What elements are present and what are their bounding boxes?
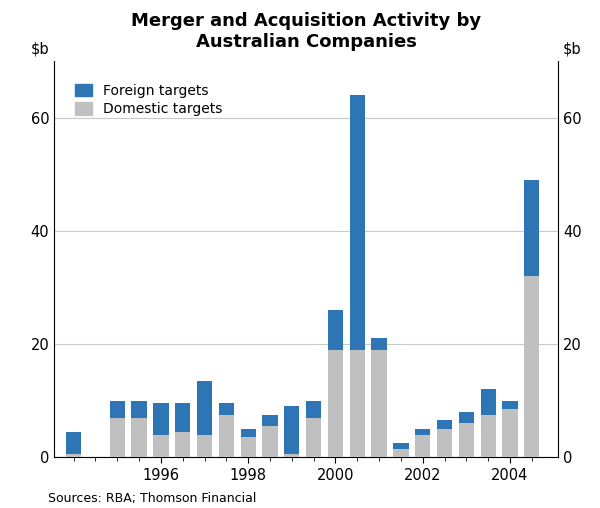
Title: Merger and Acquisition Activity by
Australian Companies: Merger and Acquisition Activity by Austr…	[131, 12, 481, 51]
Bar	[502, 401, 518, 409]
Bar	[306, 401, 321, 418]
Bar	[415, 429, 430, 434]
Bar	[459, 412, 474, 423]
Bar	[306, 418, 321, 457]
Bar	[393, 449, 409, 457]
Bar	[481, 389, 496, 415]
Bar	[459, 423, 474, 457]
Text: Sources: RBA; Thomson Financial: Sources: RBA; Thomson Financial	[48, 492, 256, 505]
Bar	[284, 454, 299, 457]
Bar	[66, 454, 81, 457]
Text: $b: $b	[563, 42, 581, 57]
Bar	[153, 434, 169, 457]
Bar	[110, 401, 125, 418]
Bar	[328, 310, 343, 350]
Bar	[524, 276, 539, 457]
Legend: Foreign targets, Domestic targets: Foreign targets, Domestic targets	[71, 80, 227, 120]
Bar	[262, 426, 278, 457]
Bar	[175, 403, 190, 432]
Bar	[66, 432, 81, 454]
Bar	[481, 415, 496, 457]
Bar	[284, 406, 299, 454]
Bar	[175, 432, 190, 457]
Bar	[197, 381, 212, 434]
Bar	[415, 434, 430, 457]
Bar	[262, 415, 278, 426]
Bar	[219, 415, 234, 457]
Bar	[371, 350, 387, 457]
Bar	[350, 95, 365, 350]
Bar	[328, 350, 343, 457]
Bar	[241, 429, 256, 437]
Bar	[153, 403, 169, 434]
Bar	[437, 429, 452, 457]
Bar	[350, 350, 365, 457]
Bar	[371, 338, 387, 350]
Bar	[524, 180, 539, 276]
Bar	[131, 418, 147, 457]
Text: $b: $b	[31, 42, 49, 57]
Bar	[197, 434, 212, 457]
Bar	[393, 443, 409, 449]
Bar	[241, 437, 256, 457]
Bar	[131, 401, 147, 418]
Bar	[110, 418, 125, 457]
Bar	[502, 409, 518, 457]
Bar	[437, 421, 452, 429]
Bar	[219, 403, 234, 415]
